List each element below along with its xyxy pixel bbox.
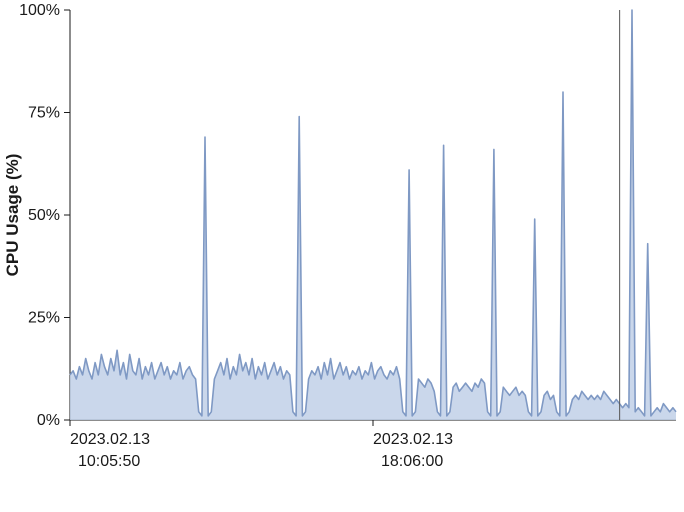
y-tick-label: 75% <box>28 105 60 122</box>
y-tick-label: 0% <box>37 412 60 429</box>
y-tick-label: 25% <box>28 310 60 327</box>
x-tick-label-time: 10:05:50 <box>78 453 140 470</box>
x-tick-label-date: 2023.02.13 <box>373 431 453 448</box>
y-tick-label: 50% <box>28 207 60 224</box>
cpu-usage-chart: 0% 25% 50% 75% 100% CPU Usage (%) 2023.02.13 10… <box>0 0 684 512</box>
x-tick-label-date: 2023.02.13 <box>70 431 150 448</box>
y-axis-title: CPU Usage (%) <box>3 154 22 277</box>
chart-svg: 0% 25% 50% 75% 100% CPU Usage (%) 2023.02.13 10… <box>0 0 684 512</box>
x-tick-label-time: 18:06:00 <box>381 453 443 470</box>
series-line <box>70 10 676 416</box>
y-tick-label: 100% <box>19 2 60 19</box>
series-area <box>70 10 676 420</box>
